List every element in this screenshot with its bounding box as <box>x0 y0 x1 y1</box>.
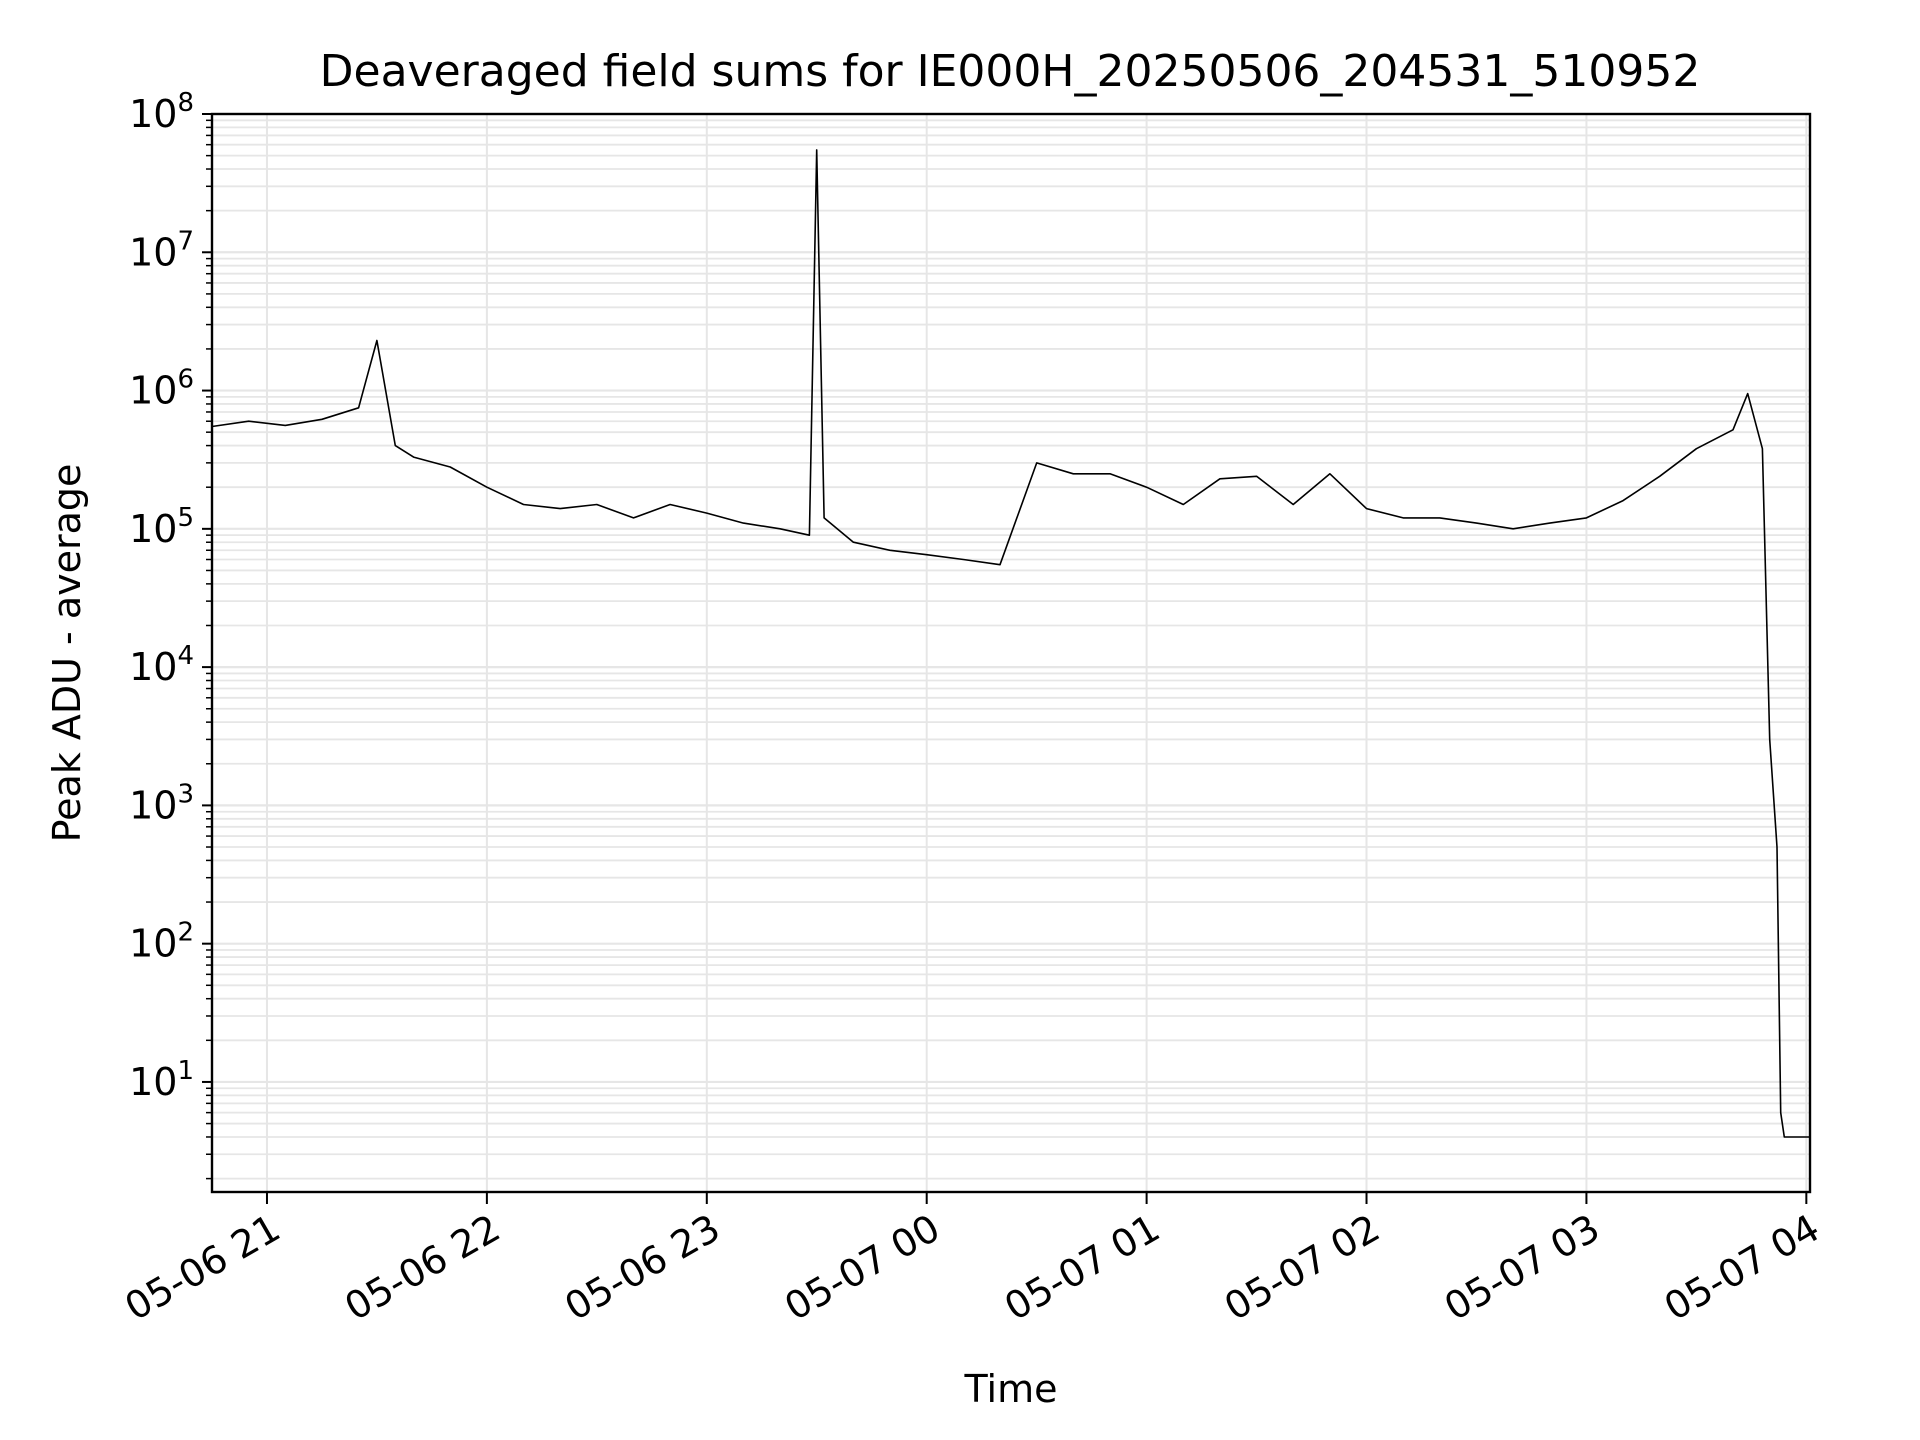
y-tick-label: 101 <box>129 1056 194 1104</box>
plot-frame <box>210 112 1812 1194</box>
y-tick-base: 10 <box>129 1060 177 1104</box>
y-tick-exponent: 6 <box>177 365 194 395</box>
series-line <box>211 149 1810 1138</box>
y-tick-label: 102 <box>129 918 194 966</box>
y-tick-label: 103 <box>129 779 194 827</box>
y-tick-label: 106 <box>129 365 194 413</box>
y-tick-base: 10 <box>129 92 177 136</box>
chart-title: Deaveraged field sums for IE000H_2025050… <box>320 46 1701 97</box>
y-tick-label: 105 <box>129 503 194 551</box>
y-tick-label: 104 <box>129 641 194 689</box>
y-tick-exponent: 7 <box>177 226 194 256</box>
y-tick-base: 10 <box>129 507 177 551</box>
y-tick-exponent: 8 <box>177 88 194 118</box>
y-tick-base: 10 <box>129 645 177 689</box>
y-tick-exponent: 4 <box>177 641 194 671</box>
y-tick-exponent: 5 <box>177 503 194 533</box>
y-axis-label: Peak ADU - average <box>45 464 89 843</box>
y-tick-base: 10 <box>129 783 177 827</box>
grid-lines <box>212 112 1810 1192</box>
y-tick-exponent: 1 <box>177 1056 194 1086</box>
y-tick-label: 107 <box>129 226 194 274</box>
x-axis-label: Time <box>964 1367 1058 1411</box>
y-tick-base: 10 <box>129 230 177 274</box>
y-tick-label: 108 <box>129 88 194 136</box>
y-tick-base: 10 <box>129 369 177 413</box>
y-tick-exponent: 2 <box>177 918 194 948</box>
y-tick-base: 10 <box>129 922 177 966</box>
series-layer <box>211 149 1810 1138</box>
y-tick-exponent: 3 <box>177 779 194 809</box>
